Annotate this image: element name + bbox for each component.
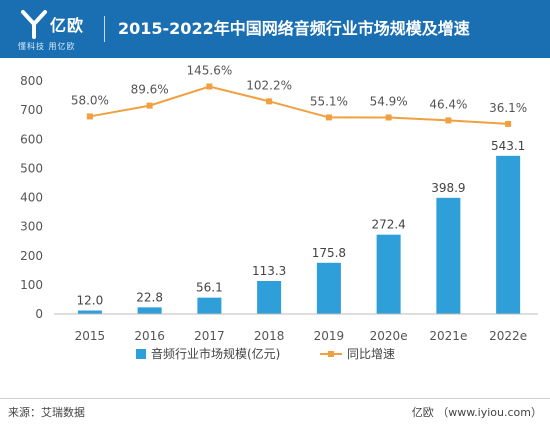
- bar-value-label: 56.1: [196, 281, 223, 295]
- growth-value-label: 36.1%: [489, 101, 527, 115]
- bar-series: [77, 155, 521, 314]
- bar-2021e: [436, 197, 461, 314]
- x-tick-label: 2016: [134, 329, 165, 343]
- page-title: 2015-2022年中国网络音频行业市场规模及增速: [118, 19, 470, 38]
- source-note: 来源：艾瑞数据: [8, 406, 85, 419]
- chart-area: 0 100 200 300 400 500 600 700 800 12.0 22.8 56.1 11…: [20, 64, 538, 361]
- x-tick-label: 2021e: [429, 329, 467, 343]
- growth-value-label: 55.1%: [310, 94, 348, 108]
- growth-point-2020e: [385, 114, 392, 121]
- logo-text: 亿欧: [50, 16, 85, 35]
- yiou-logo-icon: [21, 10, 47, 39]
- legend-line-marker: [328, 351, 334, 357]
- logo-slogan: 懂科技 用亿欧: [18, 42, 76, 51]
- growth-point-2015: [86, 113, 93, 120]
- growth-point-2016: [146, 102, 153, 109]
- x-tick-label: 2022e: [489, 329, 527, 343]
- y-tick-label: 800: [20, 74, 43, 88]
- growth-value-label: 89.6%: [131, 83, 169, 97]
- bar-value-label: 543.1: [491, 139, 525, 153]
- growth-value-label: 145.6%: [186, 64, 232, 78]
- growth-line: [89, 85, 509, 125]
- bar-value-label: 175.8: [312, 246, 346, 260]
- bar-2022e: [496, 155, 521, 314]
- bar-value-label: 398.9: [431, 181, 465, 195]
- bar-value-label: 12.0: [77, 294, 104, 308]
- y-tick-label: 500: [20, 161, 43, 175]
- x-tick-label: 2017: [194, 329, 225, 343]
- x-tick-label: 2020e: [370, 329, 408, 343]
- header-banner: 亿欧 懂科技 用亿欧 2015-2022年中国网络音频行业市场规模及增速: [0, 0, 550, 58]
- y-tick-label: 700: [20, 103, 43, 117]
- chart-legend: 音频行业市场规模(亿元) 同比增速: [136, 346, 395, 361]
- growth-point-2022e: [505, 120, 512, 127]
- legend-line-label: 同比增速: [347, 347, 395, 361]
- bar-2015: [77, 310, 102, 314]
- x-axis: 2015 2016 2017 2018 2019 2020e 2021e 2022e: [54, 313, 538, 343]
- y-tick-label: 0: [35, 307, 43, 321]
- legend-bar-label: 音频行业市场规模(亿元): [151, 346, 280, 361]
- bar-2017: [197, 297, 222, 314]
- bar-2020e: [376, 234, 401, 314]
- growth-point-2018: [266, 98, 273, 105]
- bar-value-label: 272.4: [371, 218, 405, 232]
- footer-divider: [0, 398, 550, 399]
- bar-value-label: 113.3: [252, 264, 286, 278]
- legend-bar-swatch: [136, 349, 146, 359]
- y-tick-label: 400: [20, 191, 43, 205]
- x-tick-label: 2018: [254, 329, 285, 343]
- credit-note: 亿欧 （www.iyiou.com）: [411, 406, 542, 419]
- y-tick-label: 600: [20, 132, 43, 146]
- growth-point-2019: [325, 114, 332, 121]
- x-tick-label: 2015: [75, 329, 106, 343]
- y-tick-label: 100: [20, 278, 43, 292]
- header-divider: [104, 16, 105, 42]
- bar-value-label: 22.8: [136, 290, 163, 304]
- bar-2019: [316, 262, 341, 314]
- growth-line-series: [86, 83, 512, 127]
- x-tick-label: 2019: [314, 329, 345, 343]
- y-tick-label: 200: [20, 249, 43, 263]
- growth-value-label: 46.4%: [429, 97, 467, 111]
- y-tick-label: 300: [20, 220, 43, 234]
- growth-point-2021e: [445, 117, 452, 124]
- bar-labels: 12.0 22.8 56.1 113.3 175.8 272.4 398.9 543.1: [77, 139, 526, 308]
- bar-2016: [137, 307, 162, 314]
- y-axis: 0 100 200 300 400 500 600 700 800: [20, 74, 43, 321]
- growth-labels: 58.0% 89.6% 145.6% 102.2% 55.1% 54.9% 46.4% 36.…: [71, 64, 527, 115]
- bar-2018: [257, 281, 282, 314]
- growth-value-label: 58.0%: [71, 93, 109, 107]
- growth-value-label: 54.9%: [370, 94, 408, 108]
- growth-value-label: 102.2%: [246, 78, 292, 92]
- growth-point-2017: [206, 83, 213, 90]
